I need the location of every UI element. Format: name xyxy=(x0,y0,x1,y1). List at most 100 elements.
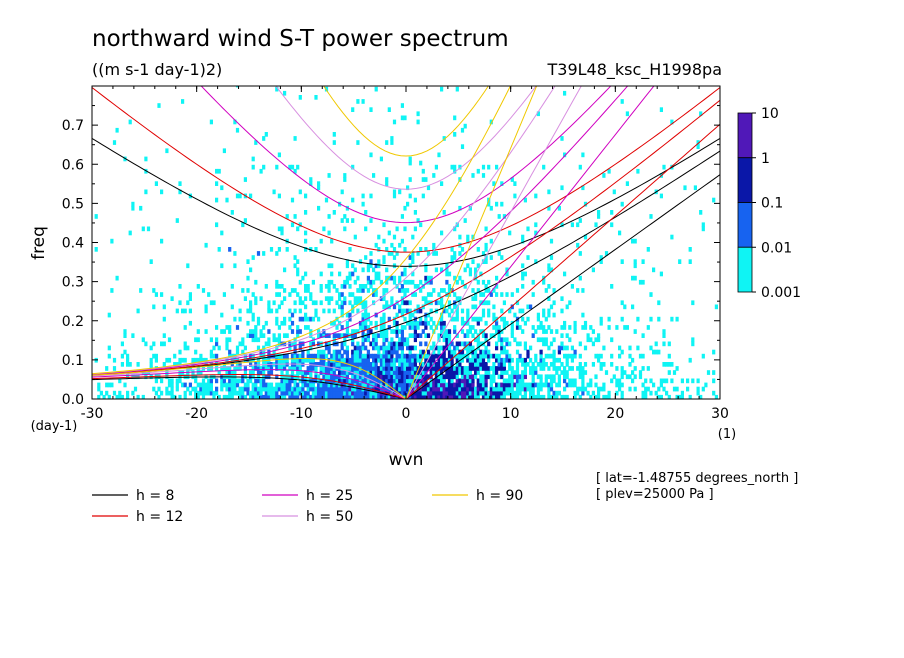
heatmap-cell xyxy=(395,390,399,396)
heatmap-cell xyxy=(424,341,428,347)
heatmap-cell xyxy=(581,370,585,375)
heatmap-cell xyxy=(262,349,266,355)
heatmap-cell xyxy=(400,341,404,347)
heatmap-cell xyxy=(466,382,470,388)
heatmap-cell xyxy=(450,382,454,388)
heatmap-cell xyxy=(275,337,279,343)
heatmap-cell xyxy=(489,394,493,399)
heatmap-cell xyxy=(225,394,229,399)
heatmap-cell xyxy=(377,382,381,388)
heatmap-cell xyxy=(392,255,397,260)
heatmap-cell xyxy=(406,386,410,392)
heatmap-cell xyxy=(484,386,488,392)
heatmap-cell xyxy=(395,349,399,355)
heatmap-cell xyxy=(489,382,493,388)
heatmap-cell xyxy=(220,329,224,334)
heatmap-cell xyxy=(445,341,449,347)
heatmap-cell xyxy=(293,263,297,269)
heatmap-cell xyxy=(330,271,334,277)
heatmap-cell xyxy=(306,353,310,359)
heatmap-cell xyxy=(432,394,436,399)
heatmap-cell xyxy=(277,292,281,297)
heatmap-cell xyxy=(366,267,370,273)
heatmap-cell xyxy=(338,357,342,363)
heatmap-cell xyxy=(243,382,247,388)
heatmap-cell xyxy=(419,349,423,355)
heatmap-cell xyxy=(290,357,295,363)
heatmap-cell xyxy=(476,370,480,375)
heatmap-cell xyxy=(403,300,407,306)
heatmap-cell xyxy=(264,320,268,326)
heatmap-cell xyxy=(356,353,360,359)
heatmap-cell xyxy=(458,275,462,281)
heatmap-cell xyxy=(126,353,130,359)
heatmap-cell xyxy=(120,394,124,399)
heatmap-cell xyxy=(458,366,462,371)
heatmap-cell xyxy=(542,394,546,399)
heatmap-cell xyxy=(364,345,368,351)
heatmap-cell xyxy=(450,378,454,384)
heatmap-cell xyxy=(314,394,318,399)
heatmap-cell xyxy=(309,292,313,297)
heatmap-cell xyxy=(382,362,386,367)
heatmap-cell xyxy=(518,308,522,314)
heatmap-cell xyxy=(597,386,601,392)
heatmap-cell xyxy=(217,394,221,399)
heatmap-cell xyxy=(251,374,255,380)
heatmap-cell xyxy=(620,259,624,264)
heatmap-cell xyxy=(285,370,289,375)
heatmap-cell xyxy=(194,337,198,343)
heatmap-cell xyxy=(275,86,279,92)
heatmap-cell xyxy=(510,382,514,388)
heatmap-cell xyxy=(379,370,383,375)
heatmap-cell xyxy=(424,366,428,371)
heatmap-cell xyxy=(259,168,263,174)
heatmap-cell xyxy=(536,362,540,367)
heatmap-cell xyxy=(662,333,666,338)
heatmap-cell xyxy=(500,341,504,347)
heatmap-cell xyxy=(497,382,501,388)
heatmap-cell xyxy=(390,140,394,145)
heatmap-cell xyxy=(392,320,397,326)
heatmap-cell xyxy=(460,378,465,384)
heatmap-cell xyxy=(610,353,614,359)
heatmap-cell xyxy=(392,119,397,125)
heatmap-cell xyxy=(487,390,491,396)
heatmap-cell xyxy=(460,308,465,314)
heatmap-cell xyxy=(450,341,454,347)
heatmap-cell xyxy=(604,370,609,375)
heatmap-cell xyxy=(387,275,391,281)
heatmap-cell xyxy=(463,374,467,380)
heatmap-cell xyxy=(583,201,588,207)
dispersion-curves xyxy=(92,86,720,399)
heatmap-cell xyxy=(670,119,674,125)
heatmap-cell xyxy=(311,382,315,388)
heatmap-cell xyxy=(419,333,423,338)
heatmap-cell xyxy=(309,296,313,301)
heatmap-cell xyxy=(411,251,415,256)
heatmap-cell xyxy=(225,345,229,351)
heatmap-cell xyxy=(510,378,514,384)
heatmap-cell xyxy=(419,366,423,371)
heatmap-cell xyxy=(249,267,253,273)
heatmap-cell xyxy=(275,251,279,256)
heatmap-cell xyxy=(220,386,224,392)
heatmap-cell xyxy=(327,349,331,355)
heatmap-cell xyxy=(471,362,475,367)
heatmap-cell xyxy=(531,292,535,297)
heatmap-cell xyxy=(476,353,480,359)
heatmap-cell xyxy=(243,345,247,351)
heatmap-cell xyxy=(607,394,611,399)
heatmap-cell xyxy=(392,247,397,252)
heatmap-cell xyxy=(191,357,195,363)
heatmap-cell xyxy=(492,390,496,396)
heatmap-cell xyxy=(241,378,245,384)
heatmap-cell xyxy=(458,370,462,375)
heatmap-cell xyxy=(570,366,574,371)
heatmap-cell xyxy=(576,390,580,396)
heatmap-cell xyxy=(429,275,433,281)
heatmap-cell xyxy=(379,353,383,359)
heatmap-cell xyxy=(513,374,517,380)
heatmap-cell xyxy=(191,386,195,392)
heatmap-cell xyxy=(510,390,514,396)
